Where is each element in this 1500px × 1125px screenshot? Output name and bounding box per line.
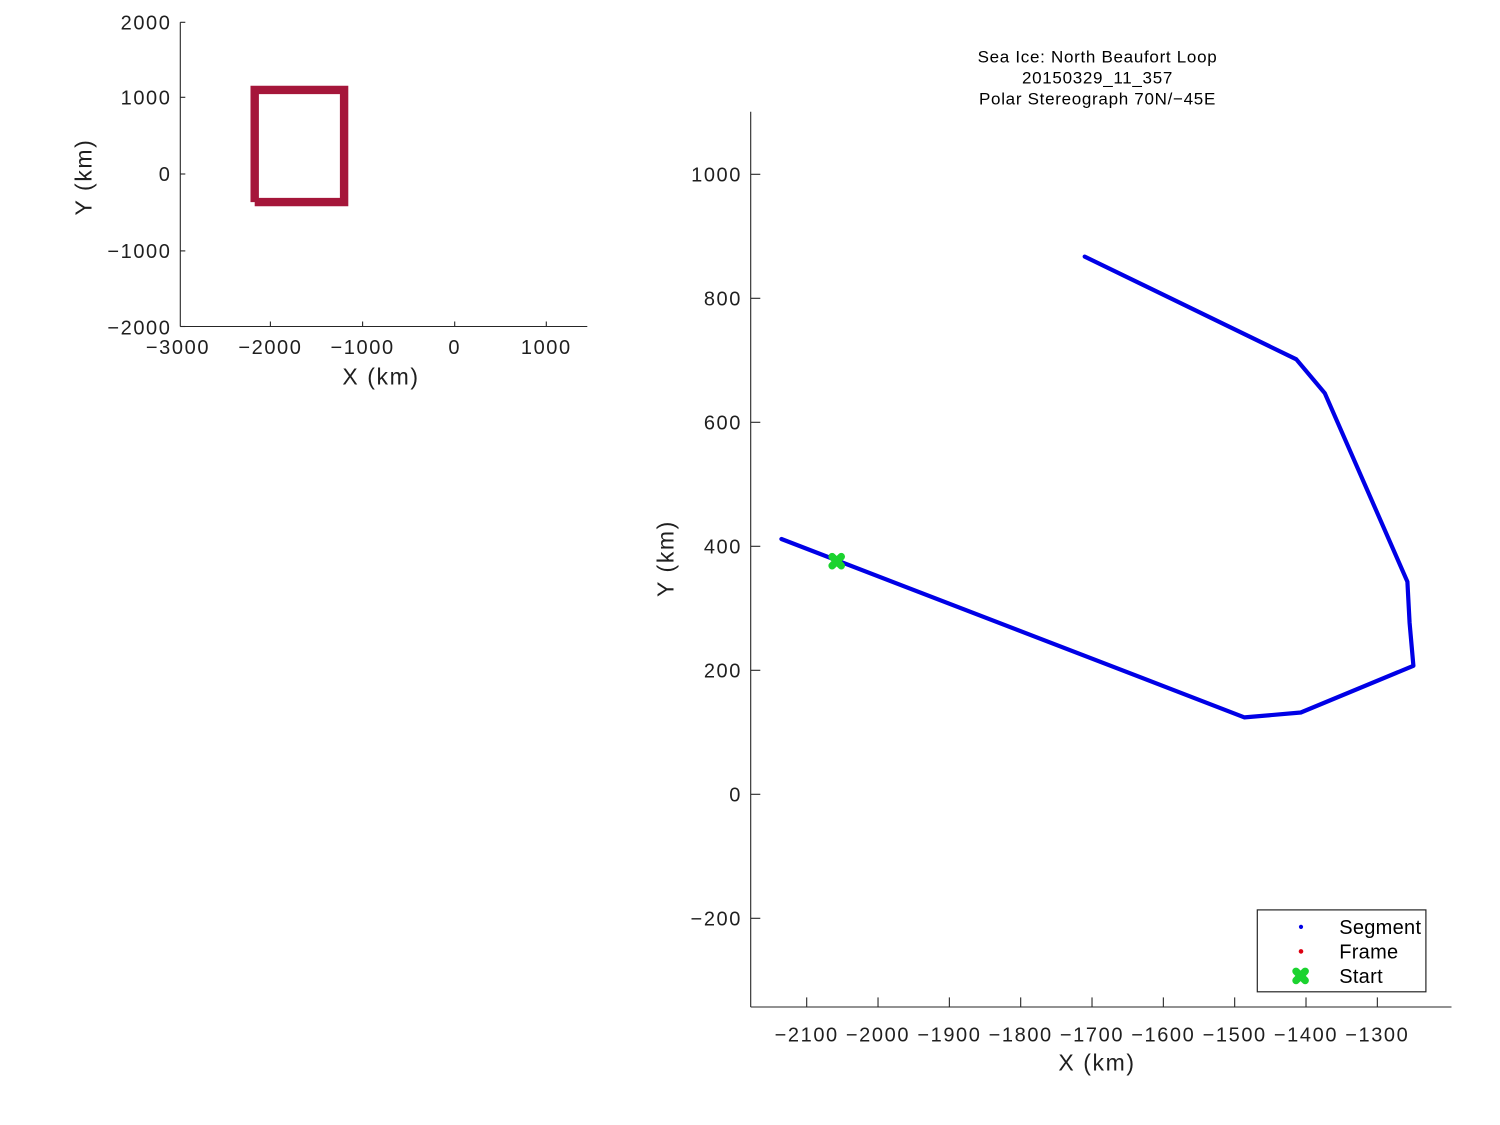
- svg-text:1000: 1000: [521, 337, 572, 359]
- svg-text:Y (km): Y (km): [71, 139, 97, 216]
- svg-text:Sea Ice: North Beaufort Loop: Sea Ice: North Beaufort Loop: [978, 47, 1218, 66]
- svg-text:−1900: −1900: [917, 1025, 981, 1047]
- svg-text:800: 800: [704, 289, 742, 311]
- svg-text:Start: Start: [1339, 966, 1383, 988]
- svg-text:−2000: −2000: [238, 337, 302, 359]
- svg-text:0: 0: [159, 164, 172, 186]
- svg-text:−1600: −1600: [1131, 1025, 1195, 1047]
- svg-text:2000: 2000: [121, 13, 172, 35]
- svg-text:−1400: −1400: [1274, 1025, 1338, 1047]
- svg-text:600: 600: [704, 413, 742, 435]
- svg-text:−1000: −1000: [331, 337, 395, 359]
- svg-text:200: 200: [704, 661, 742, 683]
- svg-text:1000: 1000: [691, 165, 742, 187]
- svg-text:−1800: −1800: [989, 1025, 1053, 1047]
- svg-text:Segment: Segment: [1339, 917, 1421, 939]
- svg-text:400: 400: [704, 537, 742, 559]
- svg-text:0: 0: [448, 337, 461, 359]
- svg-text:−2100: −2100: [775, 1025, 839, 1047]
- svg-text:−1000: −1000: [107, 241, 171, 263]
- svg-text:−200: −200: [691, 909, 742, 931]
- svg-text:1000: 1000: [121, 88, 172, 110]
- svg-text:−1500: −1500: [1203, 1025, 1267, 1047]
- svg-text:−2000: −2000: [846, 1025, 910, 1047]
- svg-text:−1300: −1300: [1345, 1025, 1409, 1047]
- svg-text:−1700: −1700: [1060, 1025, 1124, 1047]
- svg-text:Y (km): Y (km): [653, 520, 679, 597]
- svg-text:Frame: Frame: [1339, 942, 1398, 964]
- svg-text:X (km): X (km): [342, 364, 419, 390]
- svg-text:Polar Stereograph 70N/−45E: Polar Stereograph 70N/−45E: [979, 89, 1216, 108]
- svg-text:X (km): X (km): [1058, 1050, 1135, 1076]
- svg-text:−3000: −3000: [146, 337, 210, 359]
- svg-text:−2000: −2000: [107, 317, 171, 339]
- svg-text:0: 0: [729, 785, 742, 807]
- svg-text:20150329_11_357: 20150329_11_357: [1022, 68, 1173, 87]
